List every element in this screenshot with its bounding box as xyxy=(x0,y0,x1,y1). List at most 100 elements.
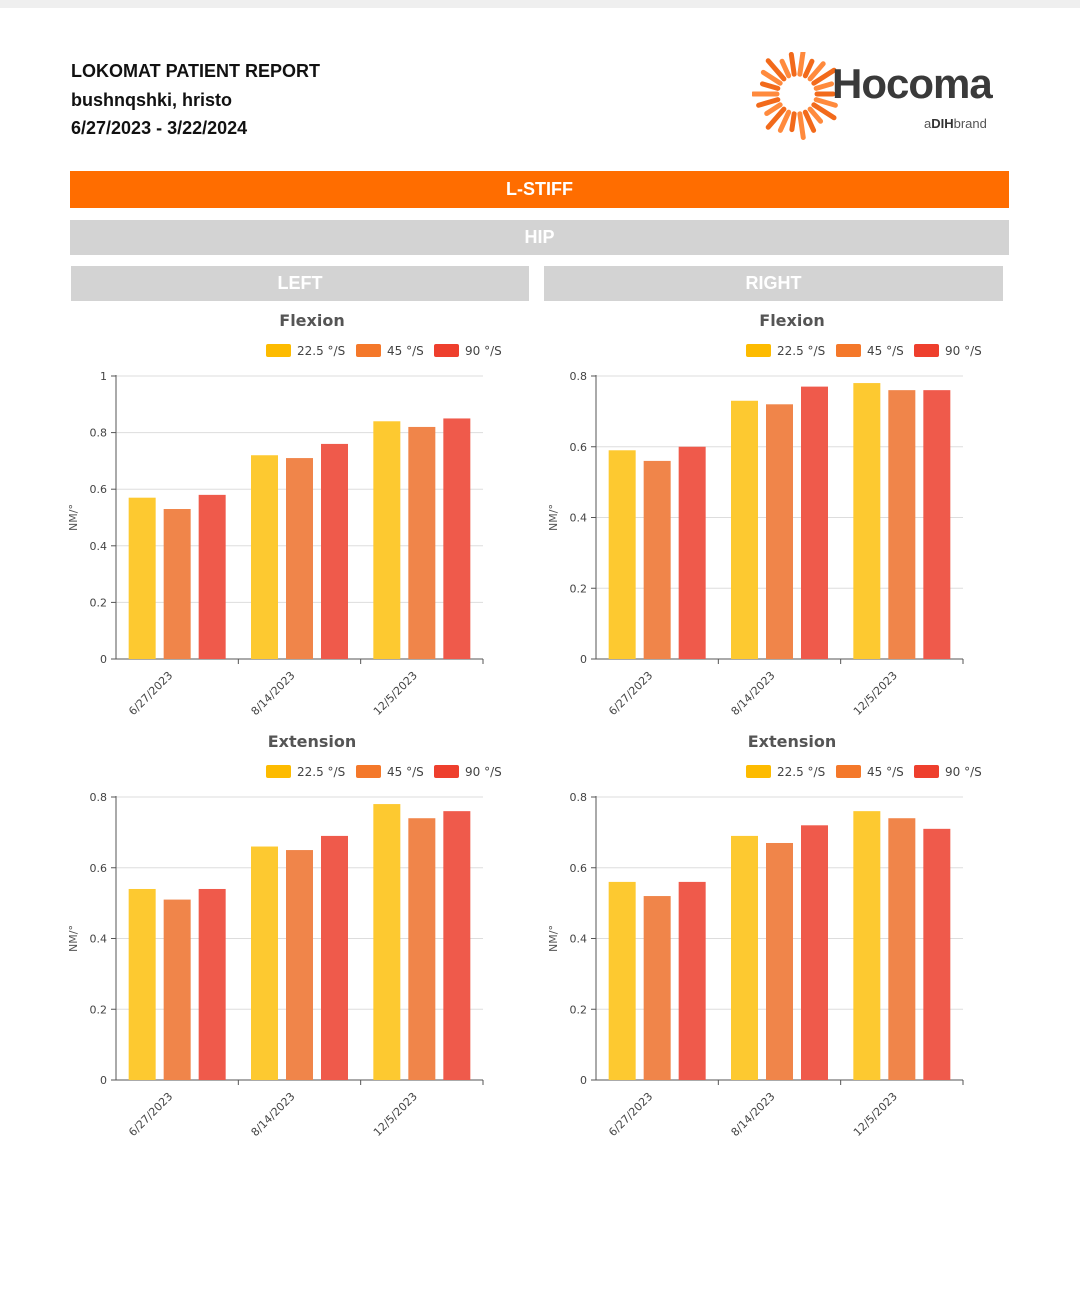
legend-swatch xyxy=(266,344,291,357)
legend-swatch xyxy=(746,765,771,778)
y-tick-label: 0.4 xyxy=(570,512,588,525)
bar xyxy=(198,494,226,659)
y-tick-label: 0.4 xyxy=(90,540,108,553)
legend-label: 90 °/S xyxy=(945,765,982,779)
y-tick-label: 1 xyxy=(100,370,107,383)
legend-swatch xyxy=(914,765,939,778)
y-axis-label: NM/° xyxy=(547,504,560,531)
x-tick-label: 6/27/2023 xyxy=(606,1090,655,1139)
x-tick-label: 12/5/2023 xyxy=(371,669,420,718)
y-tick-label: 0 xyxy=(580,653,587,666)
bar xyxy=(251,455,278,659)
legend-swatch xyxy=(434,765,459,778)
y-tick-label: 0.2 xyxy=(90,1003,108,1016)
bar xyxy=(888,818,916,1080)
sunburst-ray xyxy=(759,81,781,91)
legend-swatch xyxy=(836,765,861,778)
sunburst-ray xyxy=(797,52,806,77)
bar xyxy=(643,896,671,1080)
sunburst-ray xyxy=(807,61,826,82)
logo-brand-line: aDIHbrand xyxy=(924,116,987,131)
y-tick-label: 0 xyxy=(580,1074,587,1087)
legend-label: 90 °/S xyxy=(465,765,502,779)
hocoma-logo: Hocoma aDIHbrand xyxy=(752,52,1012,142)
joint-bar: HIP xyxy=(70,220,1009,255)
y-axis-label: NM/° xyxy=(547,925,560,952)
bar xyxy=(443,811,471,1080)
bar xyxy=(853,383,881,659)
bar xyxy=(678,446,706,659)
bar xyxy=(801,386,828,659)
chart-right-extension: Extension 22.5 °/S 45 °/S 90 °/S 0 0.2 0.4 0.6 0… xyxy=(540,726,1010,1146)
sunburst-ray xyxy=(797,111,806,141)
sunburst-ray xyxy=(779,58,792,79)
legend-swatch xyxy=(356,765,381,778)
y-tick-label: 0 xyxy=(100,653,107,666)
y-axis-label: NM/° xyxy=(67,925,80,952)
bar xyxy=(443,418,471,659)
bar xyxy=(923,828,951,1080)
bar xyxy=(128,497,156,659)
bar xyxy=(286,850,313,1080)
y-tick-label: 0.8 xyxy=(570,791,588,804)
sunburst-icon xyxy=(752,52,838,141)
y-tick-label: 0 xyxy=(100,1074,107,1087)
legend-label: 22.5 °/S xyxy=(297,765,345,779)
legend-swatch xyxy=(266,765,291,778)
y-tick-label: 0.2 xyxy=(570,1003,588,1016)
bar xyxy=(373,804,401,1080)
bar xyxy=(608,450,636,659)
sunburst-ray xyxy=(813,81,835,91)
bar xyxy=(251,846,278,1080)
chart-title: Extension xyxy=(268,732,357,751)
y-tick-label: 0.8 xyxy=(570,370,588,383)
sunburst-ray xyxy=(756,97,781,108)
y-tick-label: 0.2 xyxy=(570,582,588,595)
legend-label: 22.5 °/S xyxy=(777,765,825,779)
chart-svg: Flexion 22.5 °/S 45 °/S 90 °/S 0 0.2 0.4 0.6 0.8… xyxy=(67,311,502,718)
logo-wordmark: Hocoma xyxy=(832,60,993,107)
chart-svg: Extension 22.5 °/S 45 °/S 90 °/S 0 0.2 0.4 0.6 0… xyxy=(547,732,982,1139)
sunburst-ray xyxy=(764,102,783,116)
y-tick-label: 0.8 xyxy=(90,791,108,804)
bar xyxy=(643,460,671,659)
chart-left-extension: Extension 22.5 °/S 45 °/S 90 °/S 0 0.2 0.4 0.6 0… xyxy=(60,726,530,1146)
bar xyxy=(678,881,706,1080)
sunburst-ray xyxy=(811,102,837,121)
logo-brand-prefix: a xyxy=(924,116,932,131)
bar xyxy=(128,888,156,1080)
x-tick-label: 6/27/2023 xyxy=(126,669,175,718)
chart-title: Extension xyxy=(748,732,837,751)
legend-swatch xyxy=(434,344,459,357)
sunburst-ray xyxy=(788,52,797,77)
sunburst-ray xyxy=(765,58,787,82)
y-tick-label: 0.2 xyxy=(90,596,108,609)
top-strip xyxy=(0,0,1080,8)
x-tick-label: 12/5/2023 xyxy=(851,669,900,718)
y-tick-label: 0.4 xyxy=(570,933,588,946)
bar xyxy=(286,458,313,659)
x-tick-label: 6/27/2023 xyxy=(126,1090,175,1139)
sunburst-ray xyxy=(807,106,824,124)
legend-swatch xyxy=(356,344,381,357)
report-header: LOKOMAT PATIENT REPORT bushnqshki, hrist… xyxy=(71,57,320,143)
sunburst-ray xyxy=(777,109,792,133)
bar xyxy=(801,825,828,1080)
x-tick-label: 12/5/2023 xyxy=(851,1090,900,1139)
x-tick-label: 12/5/2023 xyxy=(371,1090,420,1139)
sunburst-ray xyxy=(811,67,837,86)
bar xyxy=(321,443,348,659)
bar xyxy=(766,404,793,659)
y-tick-label: 0.6 xyxy=(570,441,588,454)
legend-label: 22.5 °/S xyxy=(297,344,345,358)
x-tick-label: 6/27/2023 xyxy=(606,669,655,718)
legend-swatch xyxy=(914,344,939,357)
sunburst-ray xyxy=(789,111,797,133)
legend-label: 45 °/S xyxy=(867,344,904,358)
y-axis-label: NM/° xyxy=(67,504,80,531)
left-side-bar: LEFT xyxy=(71,266,529,301)
right-side-bar: RIGHT xyxy=(544,266,1003,301)
sunburst-ray xyxy=(760,69,783,86)
y-tick-label: 0.6 xyxy=(90,483,108,496)
sunburst-ray xyxy=(802,58,815,79)
